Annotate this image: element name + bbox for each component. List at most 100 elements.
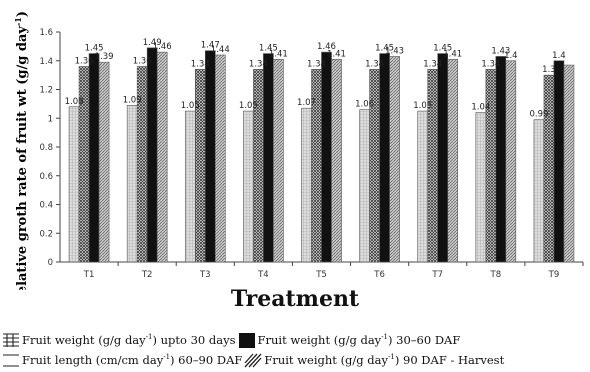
data-label: 1.45	[433, 44, 452, 54]
y-tick-label: 1.2	[39, 86, 53, 96]
bar-t7-series-1	[417, 110, 429, 263]
legend-swatch-dots	[3, 353, 19, 367]
bar-t8-series-1	[475, 112, 487, 263]
data-label: 1.47	[201, 41, 220, 51]
y-tick-label: 0.2	[39, 229, 53, 239]
bar-t6-series-2	[369, 69, 380, 263]
chart-area: Relative groth rate of fruit wt (g/g day…	[13, 11, 584, 290]
data-label: 1.36	[75, 57, 94, 67]
bar-t3-series-4	[214, 54, 226, 263]
bar-t4-series-1	[243, 110, 254, 263]
bar-t4-series-4	[273, 59, 284, 263]
x-tick-label-t7: T7	[431, 270, 443, 280]
x-axis-title: Treatment	[230, 286, 360, 312]
y-tick-label: 1.6	[39, 28, 53, 38]
bars	[68, 47, 575, 263]
data-label: 1.3	[542, 65, 556, 75]
data-label: 1.34	[365, 59, 384, 69]
x-tick-label-t8: T8	[490, 270, 502, 280]
y-tick-label: 0.6	[39, 172, 53, 182]
data-label: 1.34	[307, 59, 326, 69]
bar-t4-series-2	[253, 69, 264, 263]
data-label: 1.36	[133, 57, 152, 67]
bar-t6-series-4	[389, 56, 400, 263]
bar-t5-series-1	[301, 107, 312, 263]
bar-t7-series-4	[447, 59, 459, 263]
bar-t8-series-4	[505, 60, 517, 263]
data-label: 1.05	[239, 101, 258, 111]
bar-t5-series-3	[321, 51, 332, 263]
bar-t7-series-2	[427, 69, 439, 263]
x-tick-label-t1: T1	[83, 270, 95, 280]
y-tick-label: 1.4	[39, 57, 53, 67]
legend: Fruit weight (g/g day-1) upto 30 days Fr…	[2, 330, 588, 370]
axes: 0 0.2 0.4 0.6 0.8 1 1.2 1.4 1.6 T1 T2 T3 T4 T5 T6 T7 T8 T…	[39, 28, 584, 280]
data-label: 1.06	[355, 100, 374, 110]
legend-swatch-hatch	[244, 353, 262, 367]
data-label: 1.41	[443, 49, 462, 59]
x-tick-label-t6: T6	[373, 270, 385, 280]
data-label: 1.34	[481, 59, 500, 69]
bar-t5-series-4	[331, 59, 342, 263]
data-label: 1.05	[181, 101, 200, 111]
bar-t3-series-1	[184, 110, 196, 263]
data-label: 1.34	[423, 59, 442, 69]
data-label: 1.46	[153, 42, 172, 52]
x-tick-label-t2: T2	[141, 270, 153, 280]
data-label: 1.41	[269, 49, 288, 59]
legend-item-upto-30-days: Fruit weight (g/g day-1) upto 30 days	[2, 332, 236, 348]
bar-t1-series-3	[88, 53, 100, 263]
bar-t9-series-1	[533, 119, 545, 263]
data-label: 1.08	[65, 97, 84, 107]
bar-t1-series-1	[68, 106, 80, 263]
bar-t8-series-2	[485, 69, 497, 263]
data-label: 1.43	[385, 46, 404, 56]
x-tick-label-t9: T9	[548, 270, 560, 280]
legend-swatch-solid	[238, 332, 255, 348]
data-label: 1.34	[249, 59, 268, 69]
data-label: 1.45	[85, 44, 104, 54]
svg-text:Relative groth rate of fruit w: Relative groth rate of fruit wt (g/g day…	[13, 11, 30, 290]
legend-label-90-daf-harvest: Fruit weight (g/g day-1) 90 DAF - Harves…	[264, 353, 505, 367]
bar-t4-series-3	[263, 53, 274, 263]
data-label: 1.04	[471, 103, 490, 113]
bar-t8-series-3	[495, 56, 507, 263]
data-label: 1.07	[297, 98, 316, 108]
data-label: 1.43	[491, 46, 510, 56]
data-label: 1.46	[317, 42, 336, 52]
data-label: 1.4	[552, 51, 566, 61]
legend-label-upto-30-days: Fruit weight (g/g day-1) upto 30 days	[22, 333, 236, 347]
y-tick-label: 0	[48, 258, 53, 268]
bar-t2-series-1	[126, 105, 138, 263]
legend-swatch-grid	[3, 332, 19, 347]
legend-item-90-daf-harvest: Fruit weight (g/g day-1) 90 DAF - Harves…	[244, 353, 504, 368]
data-label: 0.99	[529, 110, 548, 120]
data-label: 1.44	[211, 45, 230, 55]
bar-t9-series-2	[543, 74, 555, 263]
bar-t9-series-4	[563, 64, 575, 263]
data-label: 1.49	[143, 38, 162, 48]
data-label: 1.39	[95, 52, 114, 62]
data-labels: 1.081.361.451.391.091.361.491.461.051.34…	[65, 38, 566, 120]
bar-t6-series-3	[379, 53, 390, 263]
x-tick-label-t3: T3	[199, 270, 211, 280]
legend-label-60-90-daf: Fruit length (cm/cm day-1) 60–90 DAF	[22, 353, 243, 367]
y-tick-label: 1	[48, 114, 53, 124]
bar-t7-series-3	[437, 53, 449, 263]
bar-t3-series-3	[204, 50, 216, 263]
data-label: 1.4	[504, 51, 518, 61]
data-label: 1.41	[327, 49, 346, 59]
data-label: 1.05	[413, 101, 432, 111]
bar-t9-series-3	[553, 60, 565, 263]
y-axis-label: Relative groth rate of fruit wt (g/g day…	[13, 11, 30, 290]
data-label: 1.34	[191, 59, 210, 69]
bar-t3-series-2	[194, 69, 206, 263]
data-label: 1.09	[123, 95, 142, 105]
legend-label-30-60-daf: Fruit weight (g/g day-1) 30–60 DAF	[257, 333, 461, 347]
bar-t1-series-4	[98, 61, 110, 263]
x-tick-label-t5: T5	[315, 270, 327, 280]
bar-t6-series-1	[359, 109, 370, 263]
data-label: 1.45	[375, 44, 394, 54]
legend-item-60-90-daf: Fruit length (cm/cm day-1) 60–90 DAF	[2, 353, 242, 368]
y-tick-label: 0.4	[39, 201, 53, 211]
